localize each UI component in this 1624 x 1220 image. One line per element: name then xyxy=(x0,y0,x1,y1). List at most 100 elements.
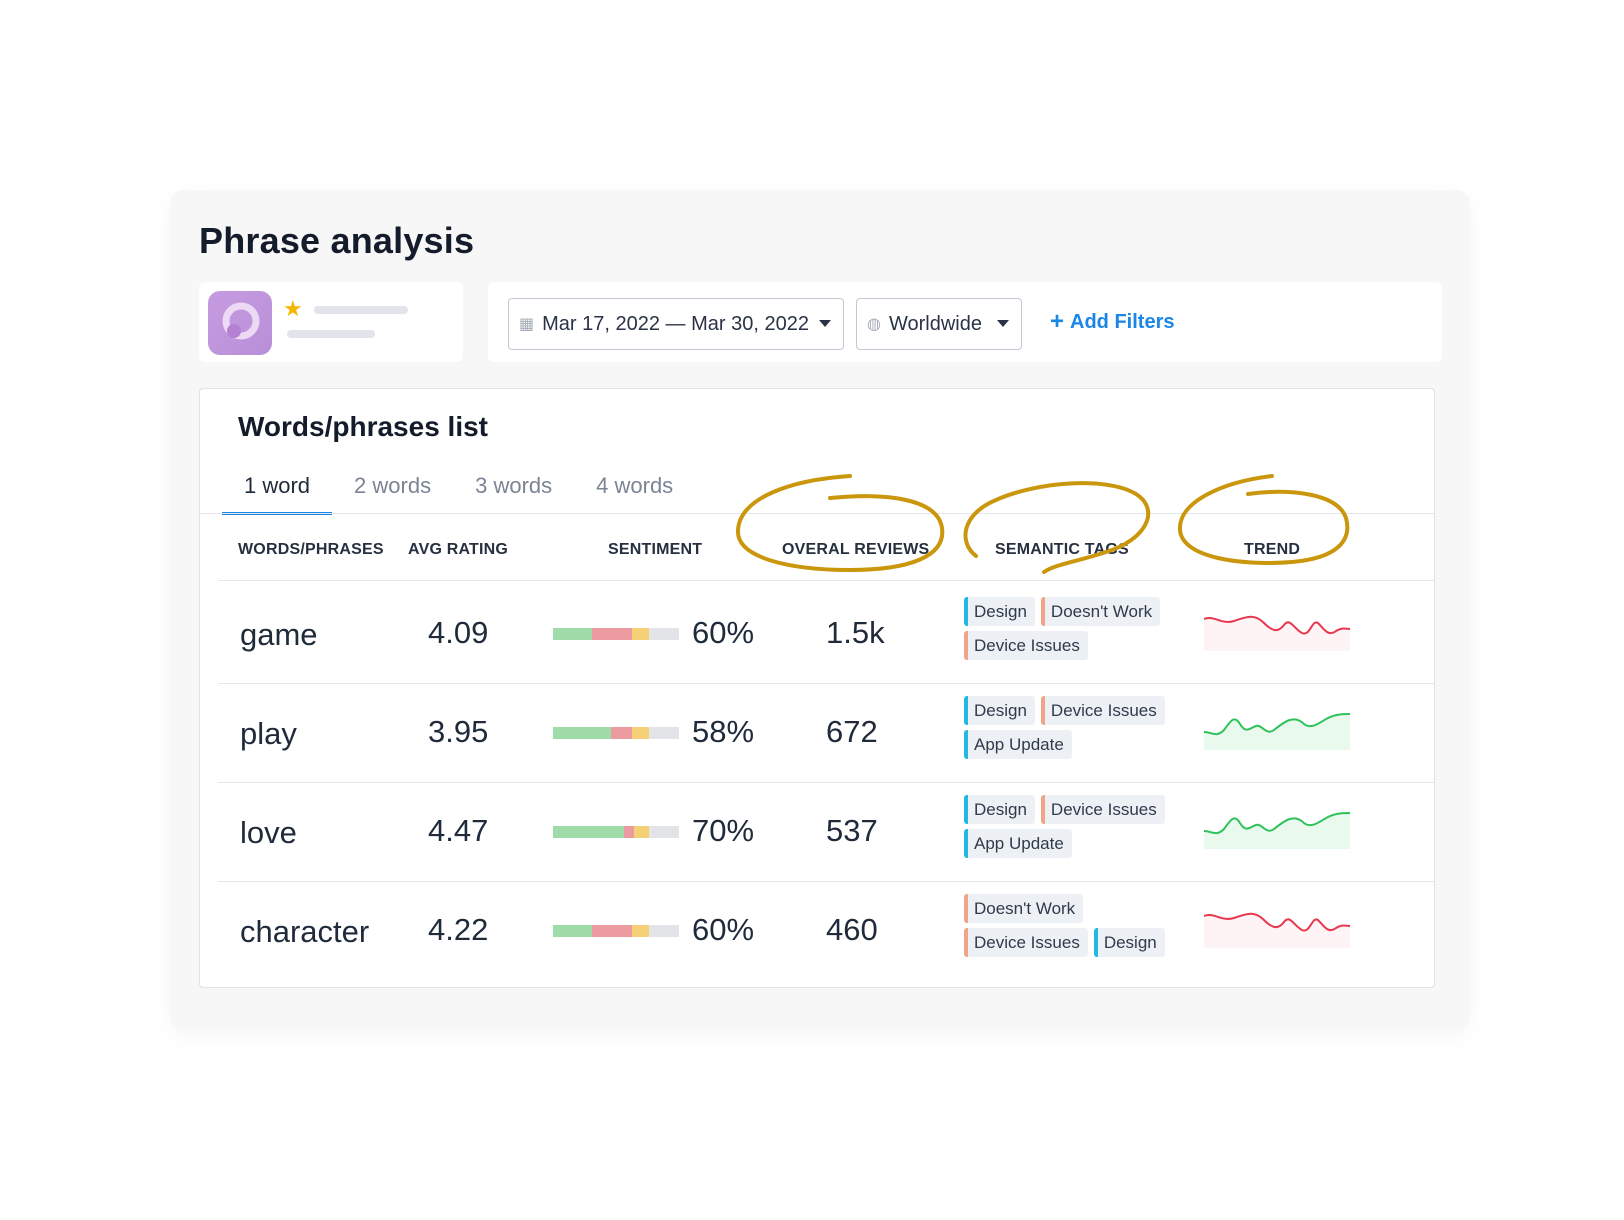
sentiment-bar xyxy=(553,826,679,838)
star-icon: ★ xyxy=(283,296,303,321)
table-row[interactable]: love 4.47 70% 537 Design Device Issues App Upd… xyxy=(218,779,1434,882)
words-phrases-panel: Words/phrases list 1 word 2 words 3 word… xyxy=(199,388,1435,988)
tab-1-word[interactable]: 1 word xyxy=(222,469,333,515)
trend-down-sparkline xyxy=(1204,615,1350,651)
add-filters-label: Add Filters xyxy=(1070,310,1175,333)
semantic-tag[interactable]: Device Issues xyxy=(1040,696,1165,725)
globe-icon: ◍ xyxy=(867,316,881,333)
semantic-tags: Design Device Issues App Update xyxy=(964,795,1174,858)
sentiment-percent-cell: 60% xyxy=(692,615,755,650)
avg-rating-cell: 4.47 xyxy=(428,813,489,848)
semantic-tag[interactable]: Design xyxy=(1093,928,1165,957)
avg-rating-cell: 3.95 xyxy=(428,714,489,749)
sentiment-segment-negative xyxy=(610,727,633,739)
sentiment-segment-negative xyxy=(592,628,633,640)
trend-line xyxy=(1204,812,1350,835)
sentiment-segment-neutral xyxy=(632,925,649,937)
sentiment-segment-positive xyxy=(553,727,611,739)
sentiment-segment-empty xyxy=(648,925,679,937)
table-row[interactable]: play 3.95 58% 672 Design Device Issues App Upd… xyxy=(218,680,1434,783)
sentiment-segment-neutral xyxy=(632,727,649,739)
date-range-dropdown[interactable]: ▦ Mar 17, 2022 — Mar 30, 2022 xyxy=(508,298,844,350)
semantic-tag[interactable]: App Update xyxy=(964,829,1072,858)
avg-rating-cell: 4.22 xyxy=(428,912,489,947)
trend-down-sparkline xyxy=(1204,912,1350,948)
sentiment-segment-positive xyxy=(553,826,624,838)
avg-rating-cell: 4.09 xyxy=(428,615,489,650)
sentiment-segment-negative xyxy=(592,925,633,937)
tab-3-words[interactable]: 3 words xyxy=(475,473,553,498)
semantic-tag[interactable]: Doesn't Work xyxy=(1040,597,1161,626)
semantic-tags: Design Device Issues App Update xyxy=(964,696,1174,759)
plus-icon: + xyxy=(1050,308,1065,335)
app-meta-placeholder xyxy=(287,330,375,338)
semantic-tags: Design Doesn't Work Device Issues xyxy=(964,597,1174,660)
trend-up-sparkline xyxy=(1204,713,1350,750)
sentiment-percent-cell: 70% xyxy=(692,813,755,848)
phrase-analysis-card: Phrase analysis ★ ▦ Mar 17, 2022 — Mar 3… xyxy=(170,190,1470,1030)
app-logo-icon xyxy=(208,291,272,355)
header-divider xyxy=(218,580,1434,581)
word-count-tabs: 1 word 2 words 3 words 4 words xyxy=(222,469,695,515)
panel-title: Words/phrases list xyxy=(238,411,489,442)
phrase-cell[interactable]: character xyxy=(240,914,370,949)
sentiment-percent-cell: 60% xyxy=(692,912,755,947)
calendar-icon: ▦ xyxy=(519,316,535,333)
sentiment-segment-empty xyxy=(648,727,679,739)
overall-reviews-cell: 672 xyxy=(826,714,878,749)
semantic-tags: Doesn't Work Device Issues Design xyxy=(964,894,1174,957)
trend-line xyxy=(1204,615,1350,635)
table-row[interactable]: game 4.09 60% 1.5k Design Doesn't Work Device … xyxy=(218,581,1434,684)
phrase-cell[interactable]: love xyxy=(240,815,297,850)
semantic-tag[interactable]: Design xyxy=(964,597,1035,626)
sentiment-percent-cell: 58% xyxy=(692,714,755,749)
region-value: Worldwide xyxy=(888,312,982,335)
app-selector[interactable]: ★ xyxy=(199,282,463,362)
add-filters-button[interactable]: + Add Filters xyxy=(1050,310,1174,334)
sentiment-segment-empty xyxy=(648,628,679,640)
sentiment-bar xyxy=(553,925,679,937)
trend-line xyxy=(1204,912,1350,932)
sentiment-segment-empty xyxy=(648,826,679,838)
app-name-placeholder xyxy=(314,306,408,314)
trend-area xyxy=(1204,714,1350,750)
phrase-cell[interactable]: play xyxy=(240,716,297,751)
tab-2-words[interactable]: 2 words xyxy=(354,473,432,498)
date-range-value: Mar 17, 2022 — Mar 30, 2022 xyxy=(542,312,809,335)
column-header-tags[interactable]: SEMANTIC TAGS xyxy=(995,541,1129,558)
sentiment-segment-neutral xyxy=(633,826,649,838)
chevron-down-icon xyxy=(997,320,1009,327)
column-header-words[interactable]: WORDS/PHRASES xyxy=(238,541,384,558)
tab-4-words[interactable]: 4 words xyxy=(596,473,674,498)
sentiment-segment-positive xyxy=(553,925,593,937)
semantic-tag[interactable]: Design xyxy=(964,696,1035,725)
sentiment-segment-positive xyxy=(553,628,593,640)
semantic-tag[interactable]: Design xyxy=(964,795,1035,824)
phrase-cell[interactable]: game xyxy=(240,617,318,652)
sentiment-segment-negative xyxy=(623,826,634,838)
semantic-tag[interactable]: Doesn't Work xyxy=(964,894,1084,923)
tabs-divider xyxy=(200,513,1434,514)
column-header-rating[interactable]: AVG RATING xyxy=(408,541,509,558)
overall-reviews-cell: 1.5k xyxy=(826,615,885,650)
semantic-tag[interactable]: App Update xyxy=(964,730,1072,759)
sentiment-segment-neutral xyxy=(632,628,649,640)
column-header-trend[interactable]: TREND xyxy=(1244,541,1301,558)
overall-reviews-cell: 460 xyxy=(826,912,878,947)
sentiment-bar xyxy=(553,628,679,640)
trend-area xyxy=(1204,813,1350,849)
region-dropdown[interactable]: ◍ Worldwide xyxy=(856,298,1022,350)
page-title: Phrase analysis xyxy=(199,220,475,261)
semantic-tag[interactable]: Device Issues xyxy=(1040,795,1165,824)
filter-bar: ▦ Mar 17, 2022 — Mar 30, 2022 ◍ Worldwid… xyxy=(488,282,1442,362)
trend-up-sparkline xyxy=(1204,812,1350,849)
overall-reviews-cell: 537 xyxy=(826,813,878,848)
chevron-down-icon xyxy=(819,320,831,327)
table-row[interactable]: character 4.22 60% 460 Doesn't Work Device Is… xyxy=(218,878,1434,981)
semantic-tag[interactable]: Device Issues xyxy=(964,631,1088,660)
sentiment-bar xyxy=(553,727,679,739)
column-header-reviews[interactable]: OVERAL REVIEWS xyxy=(782,541,930,558)
semantic-tag[interactable]: Device Issues xyxy=(964,928,1088,957)
trend-line xyxy=(1204,713,1350,736)
column-header-sentiment[interactable]: SENTIMENT xyxy=(608,541,703,558)
